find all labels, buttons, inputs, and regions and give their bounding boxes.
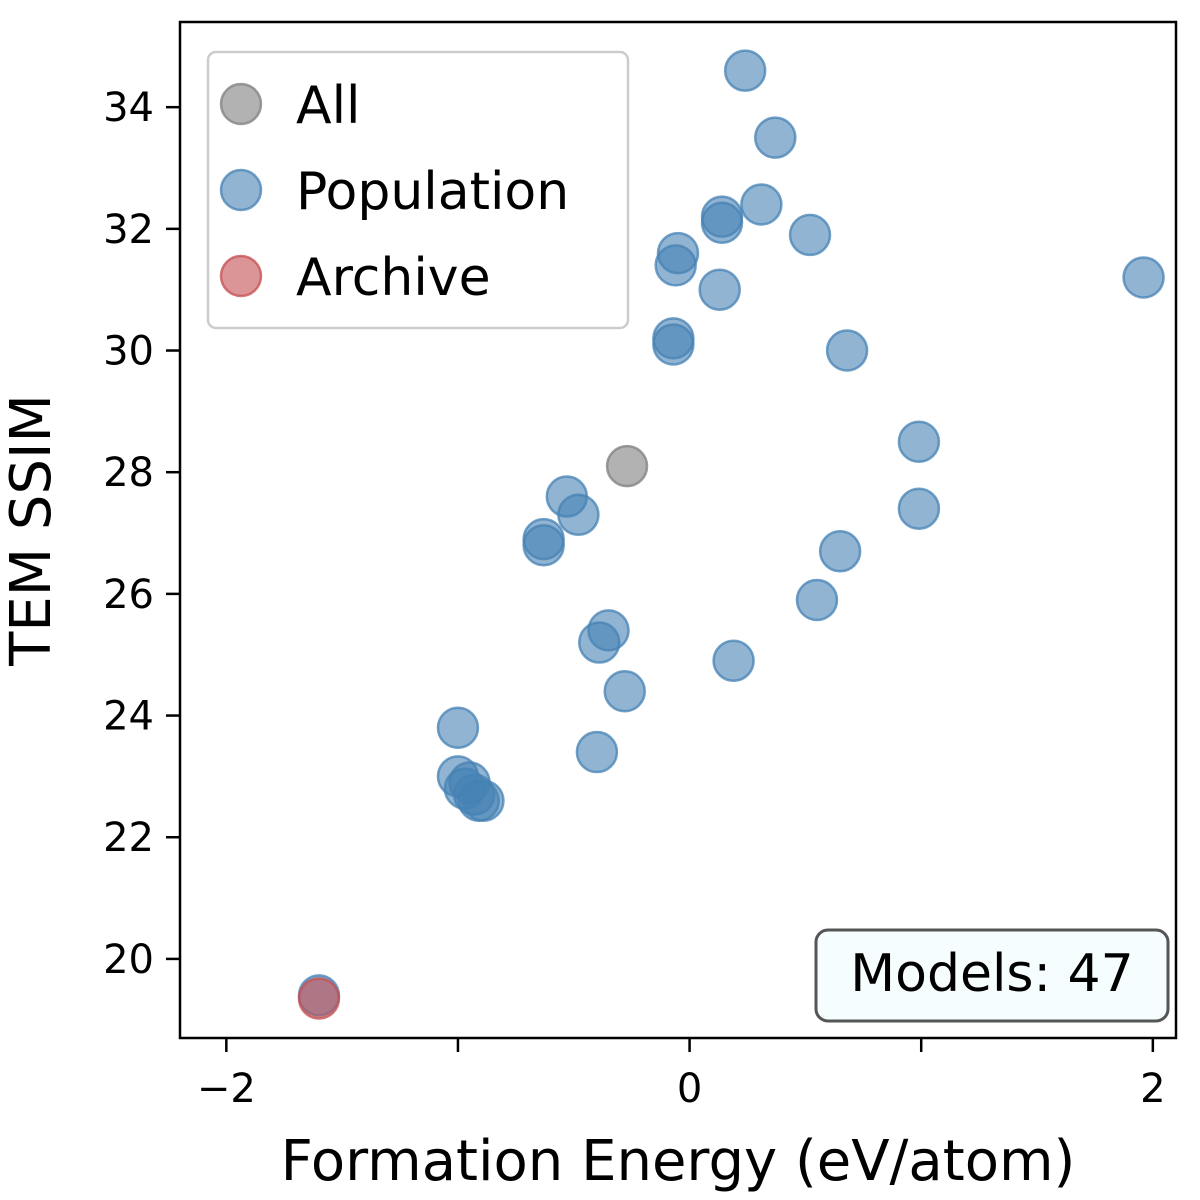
- point-population: [795, 578, 839, 622]
- point-population: [522, 517, 565, 561]
- y-tick-label: 28: [103, 450, 154, 496]
- point-population: [788, 213, 832, 257]
- x-tick-label: 2: [1140, 1066, 1165, 1112]
- y-axis-title: TEM SSIM: [0, 394, 64, 667]
- point-population: [825, 329, 869, 372]
- point-population: [1122, 256, 1165, 299]
- ticks-layer: −2 0 2 20 22 24 26 28 30 32 34: [103, 85, 1165, 1112]
- points-layer: [297, 49, 1165, 1020]
- point-population: [698, 268, 741, 311]
- point-population: [436, 706, 480, 749]
- y-tick-label: 24: [103, 694, 154, 740]
- point-population: [603, 669, 646, 713]
- point-population: [575, 730, 619, 774]
- point-population: [700, 201, 744, 245]
- legend-marker-archive: [219, 254, 263, 298]
- point-population: [897, 487, 941, 530]
- legend-label-all: All: [296, 76, 360, 136]
- point-population: [712, 639, 755, 683]
- point-population: [652, 317, 695, 360]
- y-tick-label: 22: [103, 815, 154, 861]
- y-tick-label: 26: [103, 572, 154, 618]
- annotation-text: Models: 47: [850, 944, 1133, 1004]
- legend-box: [206, 50, 630, 330]
- point-population: [577, 621, 621, 664]
- x-tick-label: 0: [677, 1066, 702, 1112]
- point-population: [557, 493, 600, 537]
- point-population: [754, 116, 797, 159]
- point-population: [818, 530, 862, 573]
- legend-items: All Population Archive: [219, 76, 569, 308]
- legend-label-population: Population: [296, 162, 569, 222]
- x-axis-title: Formation Energy (eV/atom): [281, 1129, 1076, 1194]
- y-tick-label: 20: [103, 937, 154, 983]
- point-archive: [297, 977, 341, 1020]
- y-tick-label: 32: [103, 207, 154, 253]
- y-tick-label: 34: [103, 85, 154, 131]
- point-population: [654, 244, 697, 287]
- legend-label-archive: Archive: [296, 248, 491, 308]
- y-tick-label: 30: [103, 329, 154, 375]
- point-all: [605, 444, 649, 488]
- point-population: [457, 779, 501, 822]
- point-population: [740, 183, 783, 226]
- legend-marker-all: [219, 82, 263, 126]
- point-population: [723, 49, 767, 92]
- legend-marker-population: [219, 168, 263, 212]
- point-population: [897, 420, 941, 464]
- models-count-annotation: Models: 47: [814, 928, 1170, 1023]
- annotation-box: [814, 928, 1170, 1023]
- x-tick-label: −2: [197, 1066, 256, 1112]
- legend: All Population Archive: [206, 50, 630, 330]
